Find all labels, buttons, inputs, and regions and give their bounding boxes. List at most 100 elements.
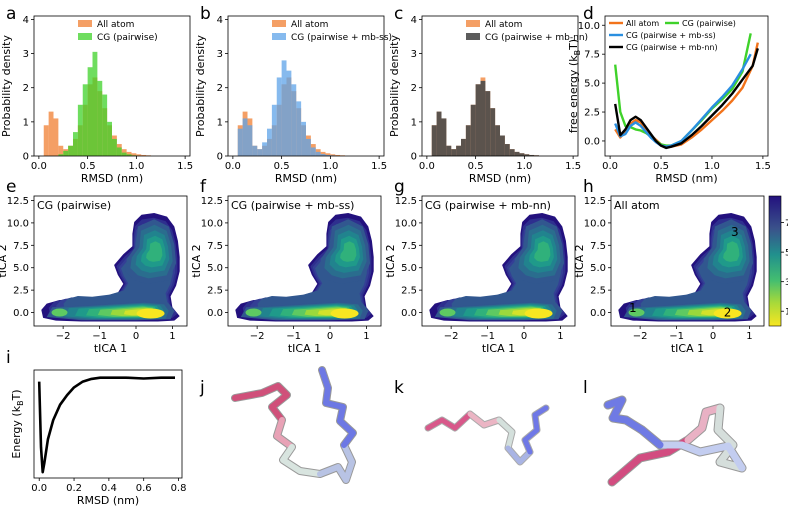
x-tick-label: −1 — [480, 331, 495, 342]
x-axis-label: RMSD (nm) — [655, 172, 717, 185]
y-tick-label: 5.0 — [13, 263, 29, 274]
y-axis-label: free energy (kBT) — [567, 39, 582, 133]
series-line — [37, 376, 175, 474]
legend-label: CG (pairwise) — [97, 33, 158, 43]
panel-title: All atom — [614, 199, 660, 212]
histogram-bar — [470, 104, 476, 156]
histogram-bar — [43, 125, 49, 156]
x-tick-label: −1 — [286, 331, 301, 342]
y-tick-label: 5.0 — [207, 263, 223, 274]
series-line — [614, 53, 752, 148]
x-tick-label: 0.4 — [101, 483, 117, 494]
legend-label: All atom — [97, 20, 134, 30]
histogram-bar — [446, 145, 452, 156]
panel-letter-k: k — [394, 378, 404, 398]
y-tick-label: 7.5 — [13, 241, 29, 252]
x-tick-label: −2 — [444, 331, 459, 342]
histogram-bar — [102, 94, 108, 156]
y-tick-label: 10.0 — [7, 218, 29, 229]
histogram-bar — [451, 149, 457, 156]
density-minimum — [51, 308, 68, 317]
x-tick-label: 1.0 — [128, 161, 144, 172]
histogram-bar — [237, 128, 243, 156]
histogram-bar — [77, 104, 83, 156]
y-tick-label: 0.0 — [590, 308, 606, 319]
y-tick-label: 2 — [23, 83, 29, 94]
density-contour — [340, 241, 357, 262]
histogram-bar — [252, 145, 258, 156]
histogram-bar — [262, 142, 267, 156]
histogram-bar — [121, 149, 127, 156]
x-tick-label: 1.5 — [755, 161, 771, 172]
backbone-j-n-term — [232, 383, 290, 423]
y-tick-label: 0.0 — [584, 136, 600, 147]
legend-swatch — [78, 20, 92, 27]
y-tick-label: 3 — [411, 49, 417, 60]
histogram-bar — [325, 153, 331, 156]
state-label: 2 — [724, 306, 732, 320]
x-tick-label: 1.5 — [371, 161, 387, 172]
colorbar-tick-label: 5 — [785, 249, 788, 259]
histogram-panel-a: 0.0 0.5 1.0 1.5 0 1 2 3 4 RMSD (nm) Probability de… — [0, 15, 193, 185]
backbone-l-c-term — [604, 396, 664, 449]
series-line — [614, 42, 759, 148]
histogram-bar — [296, 101, 302, 156]
histogram-bar — [509, 149, 515, 156]
density-contour — [146, 241, 163, 262]
legend-label: CG (pairwise + mb-nn) — [626, 43, 718, 52]
y-tick-label: 10.0 — [395, 218, 417, 229]
histogram-bar — [330, 154, 336, 156]
legend-label: CG (pairwise + mb-ss) — [626, 31, 716, 40]
x-tick-label: 1 — [363, 331, 369, 342]
axes-frame — [33, 369, 183, 479]
histogram-bar — [441, 118, 447, 156]
state-label: 3 — [731, 225, 739, 239]
x-tick-label: 0.0 — [602, 161, 618, 172]
y-tick-label: 10.0 — [201, 218, 223, 229]
density-contour — [723, 241, 740, 262]
y-tick-label: 0 — [411, 152, 417, 163]
x-tick-label: 1.0 — [704, 161, 720, 172]
y-tick-label: 12.5 — [395, 196, 417, 207]
free-energy-panel-d: 0.0 0.5 1.0 1.5 0.0 2.5 5.0 7.5 10.0 RMSD (nm) fre… — [567, 15, 771, 185]
histogram-panel-b: 0.0 0.5 1.0 1.5 0 1 2 3 4 RMSD (nm) Probability de… — [194, 15, 392, 185]
x-tick-label: 0.5 — [468, 161, 484, 172]
backbone-k-n-term — [425, 411, 473, 431]
x-tick-label: 1.0 — [322, 161, 338, 172]
panel-letter-b: b — [200, 4, 211, 24]
histogram-bar — [325, 154, 331, 156]
axes-frame — [610, 195, 765, 327]
colorbar-gradient — [768, 195, 782, 327]
histogram-bar — [107, 121, 112, 156]
x-tick-label: −2 — [56, 331, 71, 342]
x-axis-label: RMSD (nm) — [77, 494, 139, 507]
y-tick-label: 10.0 — [584, 218, 606, 229]
histogram-bar — [82, 84, 88, 156]
legend-label: CG (pairwise + mb-nn) — [485, 33, 588, 43]
y-tick-label: 4 — [23, 15, 29, 26]
histogram-bar — [495, 125, 500, 156]
colorbar: 1 3 5 7 — [768, 195, 788, 327]
y-tick-label: 2.5 — [13, 286, 29, 297]
y-tick-label: 4 — [217, 15, 223, 26]
histogram-bar — [475, 84, 481, 156]
y-tick-label: 1 — [217, 117, 223, 128]
histogram-bar — [500, 135, 505, 156]
y-tick-label: 2.5 — [207, 286, 223, 297]
panel-title: CG (pairwise + mb-ss) — [231, 199, 354, 212]
x-tick-label: 0 — [133, 331, 139, 342]
axes-frame — [421, 15, 579, 157]
histogram-bar — [58, 145, 64, 156]
backbone-j-mid3 — [317, 442, 355, 483]
histogram-bar — [436, 111, 442, 156]
x-tick-label: 1.5 — [565, 161, 581, 172]
density-minimum — [245, 308, 262, 317]
panel-letter-e: e — [6, 177, 16, 197]
y-axis-label: Probability density — [0, 35, 13, 137]
y-tick-label: 2.5 — [584, 108, 600, 119]
panel-letter-c: c — [394, 4, 403, 24]
histogram-bar — [271, 104, 277, 156]
